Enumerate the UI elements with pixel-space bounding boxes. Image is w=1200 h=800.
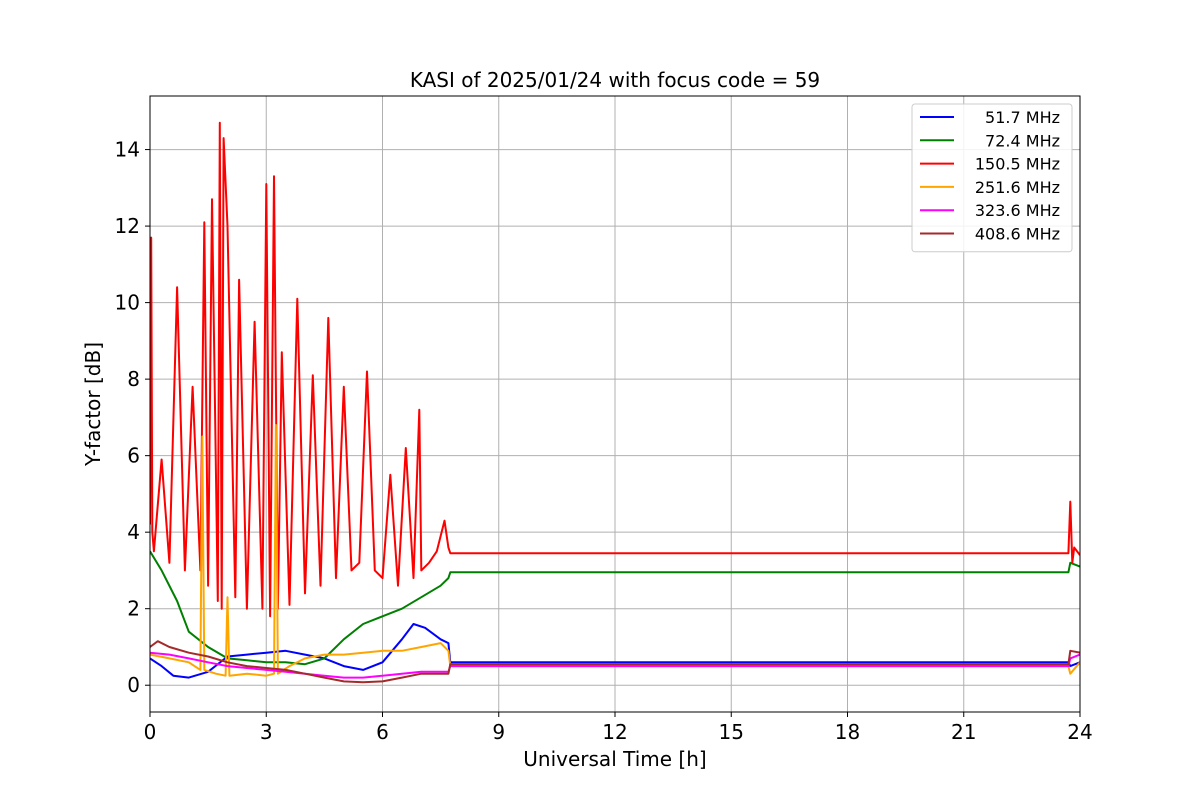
- x-tick-label: 3: [260, 720, 273, 744]
- chart-title: KASI of 2025/01/24 with focus code = 59: [410, 68, 820, 92]
- y-tick-label: 6: [127, 444, 140, 468]
- y-tick-label: 14: [115, 138, 140, 162]
- legend-label-3: 251.6 MHz: [975, 178, 1060, 197]
- y-tick-label: 12: [115, 214, 140, 238]
- y-tick-label: 8: [127, 367, 140, 391]
- legend-label-0: 51.7 MHz: [985, 108, 1060, 127]
- x-tick-label: 15: [719, 720, 744, 744]
- x-tick-label: 12: [602, 720, 627, 744]
- y-tick-label: 4: [127, 520, 140, 544]
- x-tick-label: 21: [951, 720, 976, 744]
- x-tick-label: 9: [492, 720, 505, 744]
- legend-label-1: 72.4 MHz: [985, 131, 1060, 150]
- legend-label-2: 150.5 MHz: [975, 155, 1060, 174]
- legend: 51.7 MHz 72.4 MHz 150.5 MHz 251.6 MHz 323.6 …: [911, 103, 1073, 253]
- legend-label-4: 323.6 MHz: [975, 201, 1060, 220]
- x-tick-label: 18: [835, 720, 860, 744]
- y-tick-label: 10: [115, 291, 140, 315]
- series-line-5: [150, 640, 1080, 684]
- series-group: [150, 121, 1080, 684]
- y-axis-label: Y-factor [dB]: [81, 342, 105, 467]
- series-line-0: [150, 623, 1080, 679]
- y-tick-label: 0: [127, 673, 140, 697]
- legend-label-5: 408.6 MHz: [975, 225, 1060, 244]
- series-line-3: [150, 424, 1080, 677]
- series-line-1: [150, 550, 1080, 666]
- x-tick-label: 24: [1067, 720, 1092, 744]
- x-axis-label: Universal Time [h]: [523, 747, 706, 771]
- x-tick-label: 0: [144, 720, 157, 744]
- y-tick-label: 2: [127, 597, 140, 621]
- x-tick-label: 6: [376, 720, 389, 744]
